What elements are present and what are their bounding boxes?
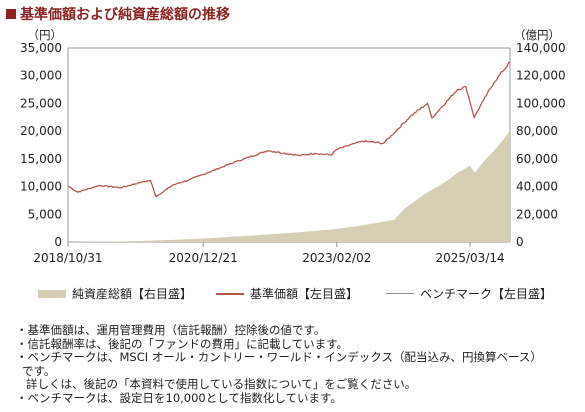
legend-item-nav: 基準価額【左目盛】	[216, 285, 358, 302]
right-tick-label: 40,000	[516, 180, 558, 194]
left-tick-label: 5,000	[28, 207, 62, 221]
legend-label-assets: 純資産総額【右目盛】	[72, 287, 193, 301]
legend-item-bench: ベンチマーク【左目盛】	[386, 285, 552, 302]
footnote-1: ・基準価額は、運用管理費用（信託報酬）控除後の値です。	[16, 323, 326, 337]
left-tick-label: 25,000	[20, 96, 62, 110]
x-tick-label: 2023/02/02	[302, 251, 371, 265]
legend-label-nav: 基準価額【左目盛】	[250, 287, 359, 301]
right-tick-label: 20,000	[516, 207, 558, 221]
right-axis-unit: （億円）	[514, 28, 560, 42]
series-net-assets-area	[68, 129, 510, 242]
left-tick-label: 30,000	[20, 69, 62, 83]
right-tick-label: 100,000	[516, 96, 566, 110]
footnote-3-cont: です。	[22, 363, 56, 378]
left-tick-label: 0	[54, 235, 62, 249]
right-tick-label: 0	[516, 235, 524, 249]
footnote-4: 詳しくは、後記の「本資料で使用している指数について」をご覧ください。	[26, 377, 417, 391]
right-tick-label: 60,000	[516, 152, 558, 166]
left-tick-label: 15,000	[20, 152, 62, 166]
legend-label-bench: ベンチマーク【左目盛】	[420, 287, 553, 301]
left-tick-label: 10,000	[20, 180, 62, 194]
left-tick-label: 20,000	[20, 124, 62, 138]
legend-item-assets: 純資産総額【右目盛】	[38, 285, 192, 302]
right-tick-label: 80,000	[516, 124, 558, 138]
x-tick-label: 2018/10/31	[33, 251, 102, 265]
right-tick-label: 140,000	[516, 41, 566, 55]
right-tick-label: 120,000	[516, 69, 566, 83]
chart-title: 基準価額および純資産総額の推移	[6, 4, 230, 24]
series-nav-line	[67, 61, 511, 198]
footnote-3: ・ベンチマークは、MSCI オール・カントリー・ワールド・インデックス（配当込み…	[16, 350, 542, 364]
left-axis-unit: （円）	[28, 28, 63, 42]
footnotes: ・基準価額は、運用管理費用（信託報酬）控除後の値です。 ・信託報酬率は、後記の「…	[16, 323, 542, 405]
x-tick-label: 2020/12/21	[169, 251, 238, 265]
left-tick-label: 35,000	[20, 41, 62, 55]
title-square-icon	[6, 9, 16, 19]
legend-swatch-bench	[386, 293, 414, 294]
chart-title-text: 基準価額および純資産総額の推移	[20, 7, 230, 23]
footnote-5: ・ベンチマークは、設定日を10,000として指数化しています。	[16, 390, 342, 405]
x-tick-label: 2025/03/14	[435, 251, 504, 265]
legend-swatch-area	[38, 289, 66, 298]
footnote-2: ・信託報酬率は、後記の「ファンドの費用」に記載しています。	[16, 336, 349, 351]
legend-swatch-nav	[216, 292, 244, 295]
